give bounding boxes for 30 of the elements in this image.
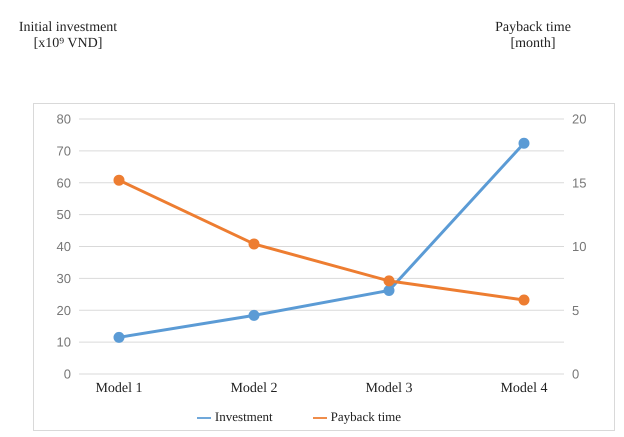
point	[248, 238, 260, 250]
x-tick-label: Model 1	[95, 380, 143, 396]
point	[518, 138, 530, 149]
point	[384, 284, 394, 296]
point	[114, 332, 124, 343]
y-tick-label: 0	[64, 366, 71, 382]
legend-label: Investment	[214, 408, 273, 424]
y-tick-label: 50	[56, 207, 71, 222]
y2-tick-label: 0	[572, 366, 580, 382]
x-tick-label: Model 3	[365, 380, 413, 396]
x-tick-label: Model 2	[230, 380, 278, 396]
y-tick-label: 20	[56, 302, 71, 318]
x-tick-label: Model 4	[500, 380, 548, 396]
point	[384, 275, 394, 286]
y-tick-label: 10	[56, 334, 71, 350]
y-tick-label: 30	[56, 270, 71, 286]
y-tick-label: 80	[56, 112, 71, 127]
y-tick-label: 60	[56, 175, 71, 190]
y-tick-label: 70	[56, 143, 71, 158]
y2-tick-label: 20	[572, 112, 586, 127]
y-tick-label: 40	[56, 239, 71, 254]
y2-tick-label: 5	[572, 302, 580, 318]
y2-tick-label: 10	[572, 239, 586, 254]
y2-axis-title: Payback time [month]	[494, 20, 572, 52]
point	[518, 294, 530, 306]
y-axis-title: Initial investment [x10⁹ VND]	[18, 20, 118, 52]
legend-label: Payback time	[330, 408, 402, 424]
point	[248, 310, 260, 321]
y2-tick-label: 15	[572, 175, 586, 190]
point	[114, 174, 124, 186]
